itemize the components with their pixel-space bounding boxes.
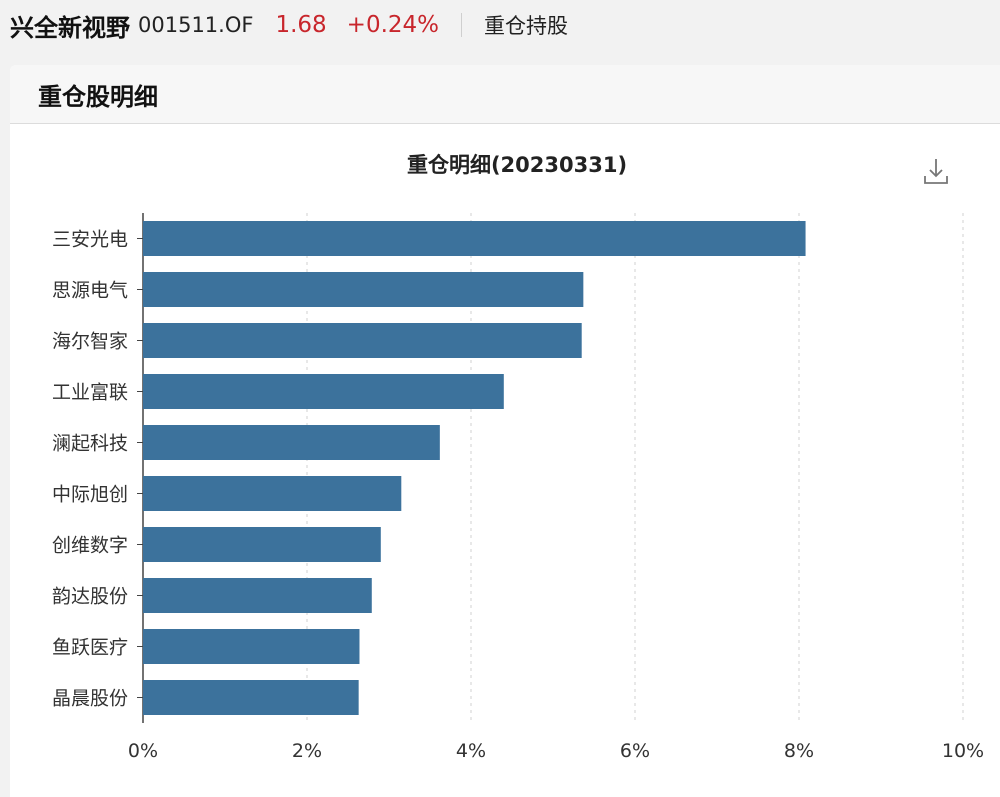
y-tick-label: 鱼跃医疗 bbox=[52, 637, 128, 659]
y-tick-label: 思源电气 bbox=[52, 280, 128, 302]
fund-price: 1.68 bbox=[275, 12, 327, 38]
bar[interactable] bbox=[143, 578, 372, 613]
header-divider bbox=[461, 13, 463, 37]
bar[interactable] bbox=[143, 629, 360, 664]
y-tick-label: 工业富联 bbox=[52, 382, 128, 404]
bar[interactable] bbox=[143, 527, 381, 562]
x-tick-label: 0% bbox=[128, 740, 158, 762]
x-tick-label: 6% bbox=[620, 740, 650, 762]
fund-name: 兴全新视野 bbox=[10, 13, 130, 42]
tab-holdings[interactable]: 重仓持股 bbox=[484, 14, 569, 38]
bar[interactable] bbox=[143, 374, 504, 409]
y-tick-label: 创维数字 bbox=[52, 535, 128, 557]
chart-title: 重仓明细(20230331) bbox=[407, 153, 627, 177]
top-bar: 兴全新视野 001511.OF 1.68 +0.24% 重仓持股 bbox=[0, 0, 1000, 50]
fund-code: 001511.OF bbox=[138, 13, 254, 37]
bar[interactable] bbox=[143, 476, 402, 511]
bar[interactable] bbox=[143, 425, 440, 460]
download-icon[interactable] bbox=[922, 156, 950, 186]
x-tick-label: 10% bbox=[942, 740, 984, 762]
panel-header: 重仓股明细 bbox=[10, 65, 1000, 124]
y-tick-label: 澜起科技 bbox=[52, 433, 128, 455]
x-tick-label: 2% bbox=[292, 740, 322, 762]
y-tick-label: 海尔智家 bbox=[52, 331, 128, 353]
x-tick-label: 8% bbox=[784, 740, 814, 762]
bar[interactable] bbox=[143, 680, 359, 715]
y-tick-label: 中际旭创 bbox=[52, 484, 128, 506]
x-tick-label: 4% bbox=[456, 740, 486, 762]
bar[interactable] bbox=[143, 272, 584, 307]
bar[interactable] bbox=[143, 323, 582, 358]
bar[interactable] bbox=[143, 221, 806, 256]
fund-change: +0.24% bbox=[346, 12, 440, 38]
panel-title: 重仓股明细 bbox=[38, 82, 158, 111]
y-tick-label: 晶晨股份 bbox=[52, 688, 128, 710]
y-tick-label: 三安光电 bbox=[52, 229, 128, 251]
y-tick-label: 韵达股份 bbox=[52, 586, 128, 608]
